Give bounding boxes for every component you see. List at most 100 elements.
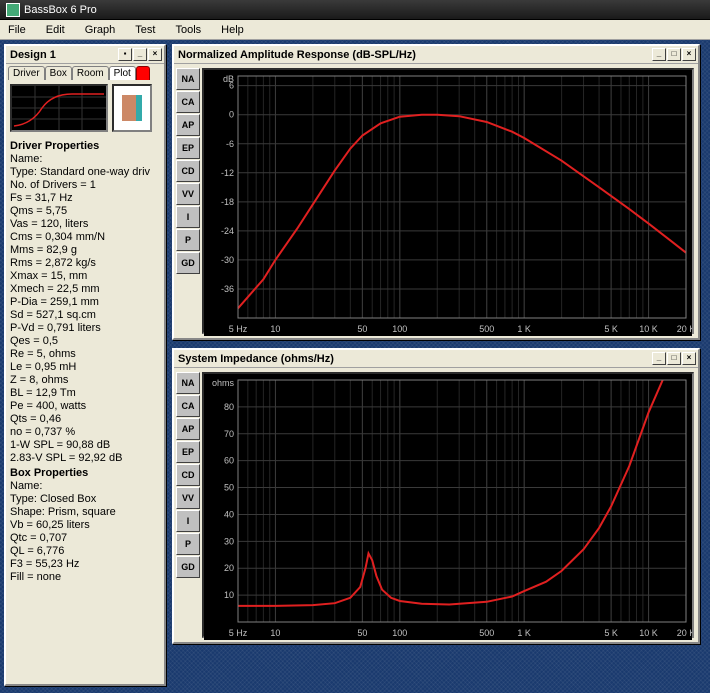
props-header: Box Properties xyxy=(10,467,160,480)
tab-box[interactable]: Box xyxy=(45,66,72,80)
design-window-titlebar[interactable]: Design 1 ▪ _ × xyxy=(6,46,164,64)
svg-text:20: 20 xyxy=(224,563,234,573)
side-button-i[interactable]: I xyxy=(176,510,200,532)
svg-text:20 K: 20 K xyxy=(677,324,692,334)
svg-text:100: 100 xyxy=(392,324,407,334)
side-button-gd[interactable]: GD xyxy=(176,252,200,274)
svg-text:5 K: 5 K xyxy=(604,324,618,334)
side-button-na[interactable]: NA xyxy=(176,372,200,394)
svg-text:0: 0 xyxy=(229,110,234,120)
props-line: BL = 12,9 Tm xyxy=(10,387,160,400)
preview-chart[interactable] xyxy=(10,84,108,132)
props-line: Vb = 60,25 liters xyxy=(10,519,160,532)
menu-item-help[interactable]: Help xyxy=(217,22,248,38)
svg-text:100: 100 xyxy=(392,628,407,638)
svg-text:5 Hz: 5 Hz xyxy=(229,324,248,334)
impedance-window: System Impedance (ohms/Hz) _ □ × NACAAPE… xyxy=(172,348,700,644)
svg-text:50: 50 xyxy=(357,628,367,638)
preview-row xyxy=(6,80,164,136)
side-button-gd[interactable]: GD xyxy=(176,556,200,578)
svg-text:-18: -18 xyxy=(221,197,234,207)
props-line: 1-W SPL = 90,88 dB xyxy=(10,439,160,452)
app-titlebar: BassBox 6 Pro xyxy=(0,0,710,20)
props-header: Driver Properties xyxy=(10,140,160,153)
props-line: Name: xyxy=(10,480,160,493)
props-line: Re = 5, ohms xyxy=(10,348,160,361)
svg-text:50: 50 xyxy=(224,483,234,493)
workspace: Design 1 ▪ _ × DriverBoxRoomPlot xyxy=(0,40,710,693)
props-line: Qms = 5,75 xyxy=(10,205,160,218)
side-button-vv[interactable]: VV xyxy=(176,487,200,509)
side-button-cd[interactable]: CD xyxy=(176,160,200,182)
amplitude-plot[interactable]: 60-6-12-18-24-30-365 Hz10501005001 K5 K1… xyxy=(202,68,694,334)
side-button-i[interactable]: I xyxy=(176,206,200,228)
side-button-ep[interactable]: EP xyxy=(176,441,200,463)
menu-item-test[interactable]: Test xyxy=(131,22,159,38)
svg-text:1 K: 1 K xyxy=(517,324,531,334)
close-button[interactable]: × xyxy=(682,352,696,365)
svg-text:5 K: 5 K xyxy=(604,628,618,638)
svg-text:10 K: 10 K xyxy=(639,324,658,334)
svg-text:ohms: ohms xyxy=(212,378,235,388)
props-line: Qts = 0,46 xyxy=(10,413,160,426)
side-button-ca[interactable]: CA xyxy=(176,395,200,417)
props-line: Z = 8, ohms xyxy=(10,374,160,387)
side-button-vv[interactable]: VV xyxy=(176,183,200,205)
svg-text:20 K: 20 K xyxy=(677,628,692,638)
amplitude-sidebar: NACAAPEPCDVVIPGD xyxy=(174,64,202,338)
side-button-ap[interactable]: AP xyxy=(176,418,200,440)
props-line: Xmech = 22,5 mm xyxy=(10,283,160,296)
side-button-ap[interactable]: AP xyxy=(176,114,200,136)
close-button[interactable]: × xyxy=(682,48,696,61)
close-button[interactable]: × xyxy=(148,48,162,61)
tab-room[interactable]: Room xyxy=(72,66,109,80)
side-button-ep[interactable]: EP xyxy=(176,137,200,159)
svg-text:70: 70 xyxy=(224,429,234,439)
impedance-plot[interactable]: 10203040506070805 Hz10501005001 K5 K10 K… xyxy=(202,372,694,638)
side-button-p[interactable]: P xyxy=(176,229,200,251)
svg-text:-30: -30 xyxy=(221,255,234,265)
props-line: Vas = 120, liters xyxy=(10,218,160,231)
side-button-p[interactable]: P xyxy=(176,533,200,555)
tab-plot[interactable]: Plot xyxy=(109,66,136,80)
tab-driver[interactable]: Driver xyxy=(8,66,45,80)
menu-item-tools[interactable]: Tools xyxy=(171,22,205,38)
minimize-button[interactable]: _ xyxy=(133,48,147,61)
props-line: Type: Closed Box xyxy=(10,493,160,506)
svg-text:80: 80 xyxy=(224,402,234,412)
svg-text:-6: -6 xyxy=(226,139,234,149)
props-line: Fill = none xyxy=(10,571,160,584)
maximize-button[interactable]: □ xyxy=(667,48,681,61)
props-line: Sd = 527,1 sq.cm xyxy=(10,309,160,322)
props-line: F3 = 55,23 Hz xyxy=(10,558,160,571)
props-line: Shape: Prism, square xyxy=(10,506,160,519)
svg-text:10 K: 10 K xyxy=(639,628,658,638)
app-title: BassBox 6 Pro xyxy=(24,4,97,16)
impedance-titlebar[interactable]: System Impedance (ohms/Hz) _ □ × xyxy=(174,350,698,368)
maximize-button[interactable]: □ xyxy=(667,352,681,365)
svg-text:60: 60 xyxy=(224,456,234,466)
minimize-button[interactable]: _ xyxy=(652,48,666,61)
plot-color-swatch[interactable] xyxy=(136,66,150,80)
svg-text:50: 50 xyxy=(357,324,367,334)
side-button-na[interactable]: NA xyxy=(176,68,200,90)
design-window-title: Design 1 xyxy=(10,49,56,61)
amplitude-titlebar[interactable]: Normalized Amplitude Response (dB-SPL/Hz… xyxy=(174,46,698,64)
svg-text:500: 500 xyxy=(479,628,494,638)
minimize-button[interactable]: _ xyxy=(652,352,666,365)
svg-text:10: 10 xyxy=(270,628,280,638)
menu-item-edit[interactable]: Edit xyxy=(42,22,69,38)
side-button-ca[interactable]: CA xyxy=(176,91,200,113)
preview-box[interactable] xyxy=(112,84,152,132)
props-line: Rms = 2,872 kg/s xyxy=(10,257,160,270)
amplitude-window: Normalized Amplitude Response (dB-SPL/Hz… xyxy=(172,44,700,340)
menu-item-graph[interactable]: Graph xyxy=(81,22,120,38)
props-line: No. of Drivers = 1 xyxy=(10,179,160,192)
menu-item-file[interactable]: File xyxy=(4,22,30,38)
save-icon[interactable]: ▪ xyxy=(118,48,132,61)
properties-panel: Driver PropertiesName:Type: Standard one… xyxy=(6,136,164,586)
props-line: Pe = 400, watts xyxy=(10,400,160,413)
svg-text:10: 10 xyxy=(224,590,234,600)
side-button-cd[interactable]: CD xyxy=(176,464,200,486)
impedance-title: System Impedance (ohms/Hz) xyxy=(178,353,334,365)
